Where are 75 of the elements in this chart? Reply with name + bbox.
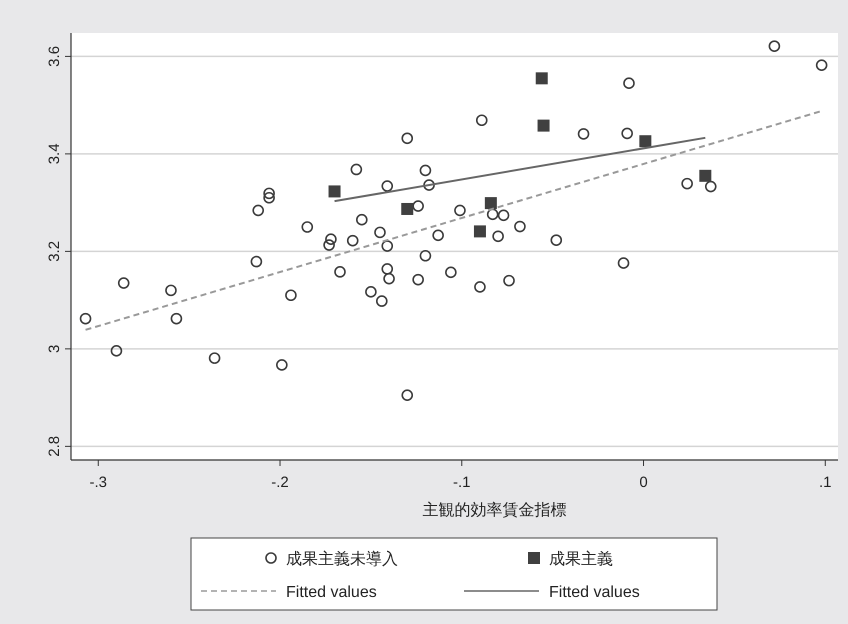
point (208, 352, 220, 364)
y-tick-label: 3.2 (46, 240, 63, 262)
point (503, 274, 515, 286)
point (276, 359, 288, 371)
legend-label: Fitted values (286, 584, 377, 601)
point (301, 221, 314, 233)
point (401, 132, 414, 144)
point (420, 250, 432, 262)
point (334, 266, 346, 278)
point (486, 208, 498, 220)
point (165, 284, 177, 296)
point (328, 185, 341, 198)
point (445, 266, 457, 278)
point (170, 312, 182, 324)
legend-label: 成果主義 (549, 550, 613, 568)
point (263, 192, 275, 204)
point (681, 178, 693, 190)
point (381, 263, 394, 275)
legend-label: Fitted values (549, 584, 640, 601)
x-tick-label: -.2 (271, 474, 289, 491)
point (423, 179, 435, 191)
point (454, 204, 466, 216)
point (474, 281, 486, 293)
point (699, 170, 712, 182)
point (639, 135, 652, 148)
point (383, 272, 395, 284)
point (536, 72, 548, 84)
point (350, 164, 362, 176)
point (476, 114, 488, 126)
point (381, 180, 394, 192)
point (110, 345, 122, 357)
point (401, 202, 414, 215)
point (538, 120, 550, 132)
point (484, 197, 497, 210)
point (412, 274, 424, 286)
point (816, 59, 828, 71)
x-tick-label: 0 (639, 474, 648, 491)
point (550, 234, 562, 246)
legend-label: 成果主義未導入 (286, 550, 398, 568)
point (578, 128, 590, 140)
point (412, 200, 424, 212)
y-tick-label: 2.8 (46, 436, 63, 457)
point (432, 229, 444, 242)
point (250, 256, 262, 268)
point (401, 389, 414, 401)
point (621, 128, 633, 140)
point (252, 204, 264, 216)
point (704, 180, 717, 192)
x-tick-label: .1 (819, 474, 832, 491)
point (498, 210, 510, 222)
y-tick-label: 3.4 (46, 143, 63, 164)
point (374, 226, 386, 238)
point (492, 230, 504, 242)
point (768, 40, 780, 52)
point (514, 220, 526, 232)
point (356, 214, 368, 226)
point (474, 225, 486, 238)
point (346, 234, 359, 246)
point (80, 312, 92, 324)
point (323, 239, 335, 251)
point (118, 277, 130, 289)
point (420, 164, 432, 176)
point (263, 188, 275, 200)
point (381, 240, 394, 252)
y-tick-label: 3 (46, 344, 63, 354)
x-axis-title: 主観的効率賃金指標 (422, 501, 566, 519)
point (623, 77, 635, 90)
x-tick-label: -.1 (453, 474, 471, 491)
point (618, 257, 630, 269)
y-tick-label: 3.6 (46, 46, 63, 67)
point (325, 233, 337, 245)
point (376, 295, 388, 307)
x-tick-label: -.3 (90, 474, 108, 491)
point (365, 286, 377, 298)
point (285, 289, 297, 302)
